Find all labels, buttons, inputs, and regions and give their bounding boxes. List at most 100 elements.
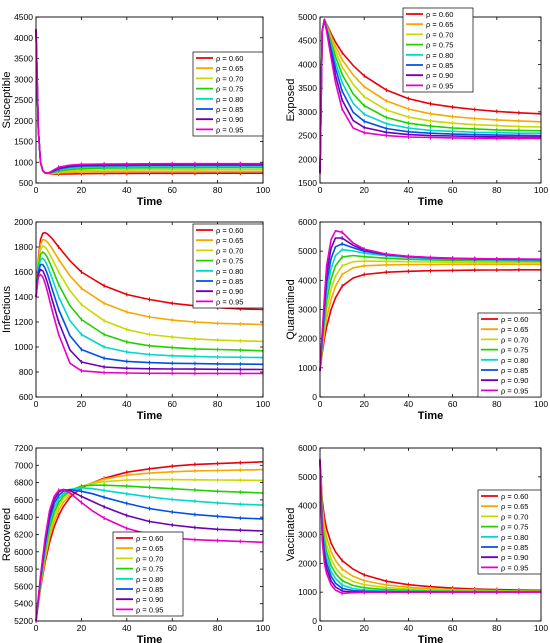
y-tick-label: 3000 xyxy=(14,74,33,84)
x-tick-label: 100 xyxy=(534,399,548,409)
legend-label-1: ρ = 0.60 xyxy=(216,226,243,235)
legend-label-8: ρ = 0.95 xyxy=(216,297,243,306)
y-tick-label: 3500 xyxy=(14,54,33,64)
legend-label-4: ρ = 0.75 xyxy=(501,346,528,355)
series-line-3 xyxy=(35,245,264,343)
x-tick-label: 60 xyxy=(448,623,458,633)
y-tick-label: 2500 xyxy=(298,131,317,141)
y-tick-label: 2000 xyxy=(298,334,317,344)
x-tick-label: 0 xyxy=(34,623,39,633)
plot-frame xyxy=(35,221,264,398)
x-tick-label: 0 xyxy=(34,399,39,409)
y-tick-label: 1000 xyxy=(14,342,33,352)
y-tick-label: 2000 xyxy=(14,217,33,227)
x-tick-label: 20 xyxy=(359,185,369,195)
legend-label-7: ρ = 0.90 xyxy=(426,71,453,80)
y-tick-label: 1000 xyxy=(14,157,33,167)
y-tick-label: 3000 xyxy=(298,305,317,315)
legend: ρ = 0.60ρ = 0.65ρ = 0.70 ρ = 0.75ρ = 0.80… xyxy=(402,7,474,93)
legend-label-8: ρ = 0.95 xyxy=(426,81,453,90)
chart-panel-6: 0 1000 2000 3000 4000 5000 6000 0 20 40 60 80 100 Tim… xyxy=(285,443,548,643)
legend-label-6: ρ = 0.85 xyxy=(216,277,243,286)
series-line-7 xyxy=(35,268,264,371)
x-tick-label: 80 xyxy=(213,399,223,409)
legend-label-5: ρ = 0.80 xyxy=(216,95,243,104)
x-tick-label: 40 xyxy=(122,399,132,409)
legend-label-4: ρ = 0.75 xyxy=(216,257,243,266)
legend-label-7: ρ = 0.90 xyxy=(501,376,528,385)
legend-label-2: ρ = 0.65 xyxy=(216,64,243,73)
legend: ρ = 0.60ρ = 0.65ρ = 0.70 ρ = 0.75ρ = 0.80… xyxy=(192,51,264,137)
x-tick-label: 100 xyxy=(256,185,270,195)
legend-label-6: ρ = 0.85 xyxy=(136,585,163,594)
y-tick-label: 5400 xyxy=(14,599,33,609)
legend-box xyxy=(112,531,184,617)
legend-label-3: ρ = 0.70 xyxy=(501,512,528,521)
legend-label-8: ρ = 0.95 xyxy=(501,563,528,572)
x-axis-label: Time xyxy=(137,196,162,208)
x-tick-label: 20 xyxy=(77,185,87,195)
y-tick-label: 4500 xyxy=(298,36,317,46)
y-tick-label: 1800 xyxy=(14,242,33,252)
chart-panel-2: 1500 2000 2500 3000 3500 4000 4500 5000 0 20 40 60 8… xyxy=(285,7,548,208)
x-tick-label: 0 xyxy=(318,623,323,633)
x-tick-label: 60 xyxy=(167,185,177,195)
legend-box xyxy=(477,489,542,575)
legend-label-5: ρ = 0.80 xyxy=(136,575,163,584)
legend-label-3: ρ = 0.70 xyxy=(426,30,453,39)
legend: ρ = 0.60ρ = 0.65ρ = 0.70 ρ = 0.75ρ = 0.80… xyxy=(477,489,542,575)
y-axis-label: Quarantined xyxy=(285,279,297,340)
y-tick-label: 2000 xyxy=(298,154,317,164)
legend: ρ = 0.60ρ = 0.65ρ = 0.70 ρ = 0.75ρ = 0.80… xyxy=(112,531,184,617)
legend-label-6: ρ = 0.85 xyxy=(426,61,453,70)
x-tick-label: 0 xyxy=(318,399,323,409)
x-tick-label: 80 xyxy=(213,185,223,195)
chart-panel-1: 500 1000 1500 2000 2500 3000 3500 4000 4500 0 20 40… xyxy=(1,12,270,208)
legend-label-8: ρ = 0.95 xyxy=(136,605,163,614)
y-tick-label: 3500 xyxy=(298,83,317,93)
x-tick-label: 60 xyxy=(448,399,458,409)
chart-panel-5: 5200 5400 5600 5800 6000 6200 6400 6600 6800 7000… xyxy=(1,443,270,643)
y-axis-label: Susceptible xyxy=(1,72,13,129)
y-tick-label: 4000 xyxy=(298,501,317,511)
y-tick-label: 7000 xyxy=(14,460,33,470)
legend-label-5: ρ = 0.80 xyxy=(216,267,243,276)
y-tick-label: 1400 xyxy=(14,292,33,302)
y-tick-label: 5600 xyxy=(14,581,33,591)
series-line-2 xyxy=(35,238,264,326)
legend-label-3: ρ = 0.70 xyxy=(136,554,163,563)
legend-label-3: ρ = 0.70 xyxy=(216,246,243,255)
legend-label-1: ρ = 0.60 xyxy=(426,10,453,19)
series-line-8 xyxy=(35,29,263,174)
x-axis-label: Time xyxy=(137,410,162,422)
y-tick-label: 2500 xyxy=(14,95,33,105)
legend-label-1: ρ = 0.60 xyxy=(136,534,163,543)
y-tick-label: 0 xyxy=(312,616,317,626)
y-tick-label: 2000 xyxy=(14,116,33,126)
x-axis-label: Time xyxy=(418,410,443,422)
chart-panel-4: 0 1000 2000 3000 4000 5000 6000 0 20 40 60 80 100 Tim… xyxy=(285,217,548,422)
y-tick-label: 4500 xyxy=(14,12,33,22)
series-line-6 xyxy=(35,263,264,366)
x-tick-label: 40 xyxy=(122,623,132,633)
y-tick-label: 800 xyxy=(19,367,33,377)
y-tick-label: 4000 xyxy=(298,59,317,69)
y-tick-label: 2000 xyxy=(298,558,317,568)
y-tick-label: 1500 xyxy=(14,137,33,147)
y-axis-label: Recovered xyxy=(1,508,13,561)
legend-label-4: ρ = 0.75 xyxy=(501,523,528,532)
series-line-3 xyxy=(35,478,264,622)
y-tick-label: 5800 xyxy=(14,564,33,574)
y-tick-label: 500 xyxy=(19,178,33,188)
legend-label-8: ρ = 0.95 xyxy=(216,125,243,134)
legend-label-5: ρ = 0.80 xyxy=(426,51,453,60)
legend-label-4: ρ = 0.75 xyxy=(216,85,243,94)
legend: ρ = 0.60ρ = 0.65ρ = 0.70 ρ = 0.75ρ = 0.80… xyxy=(192,223,264,309)
legend-label-6: ρ = 0.85 xyxy=(216,105,243,114)
legend-label-7: ρ = 0.90 xyxy=(216,287,243,296)
y-tick-label: 1500 xyxy=(298,178,317,188)
y-tick-label: 5000 xyxy=(298,246,317,256)
x-tick-label: 60 xyxy=(167,623,177,633)
legend-label-6: ρ = 0.85 xyxy=(501,543,528,552)
